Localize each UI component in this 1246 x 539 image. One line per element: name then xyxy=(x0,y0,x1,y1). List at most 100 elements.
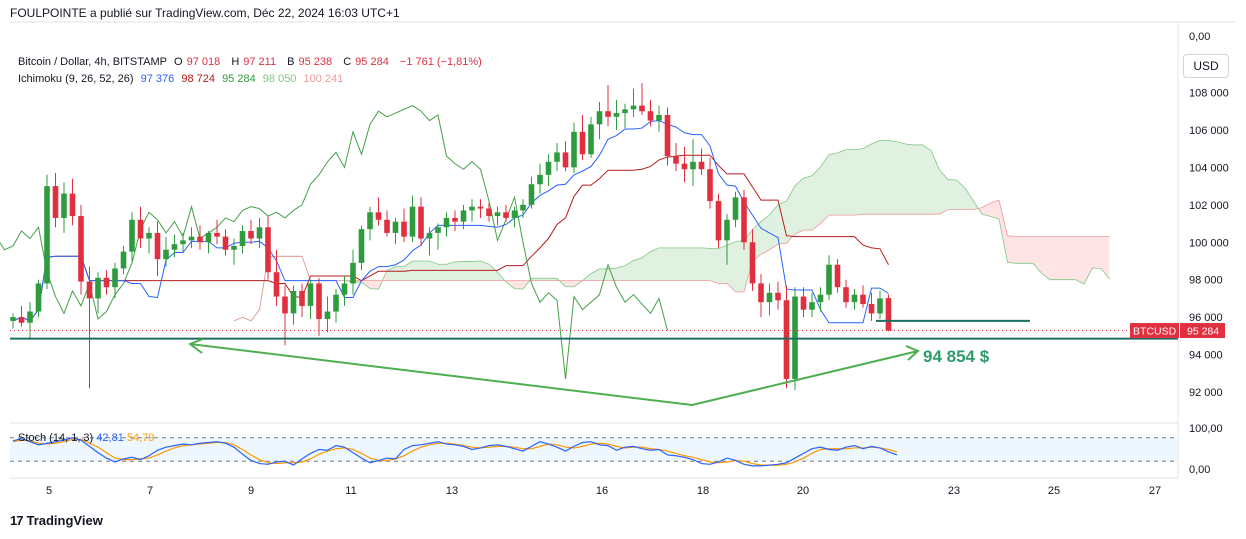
time-tick-label: 16 xyxy=(596,485,608,497)
price-axis[interactable]: 108 000 106 000 104 000 102 000 100 000 98 00… xyxy=(1189,88,1229,400)
currency-button[interactable]: USD xyxy=(1183,54,1229,78)
tradingview-logo-icon: 17 xyxy=(10,513,24,528)
stoch-axis-top: 100,00 xyxy=(1189,423,1223,435)
kijun-value: 98 724 xyxy=(181,73,215,85)
cloud-segment xyxy=(931,150,940,215)
stoch-legend: Stoch (14, 1, 3) 42,81 54,79 xyxy=(18,432,154,444)
cloud-segment xyxy=(565,280,574,287)
candle-body xyxy=(724,219,730,241)
cloud-segment xyxy=(854,148,863,216)
tenkan-value: 97 376 xyxy=(140,73,175,85)
cloud-segment xyxy=(812,166,821,231)
time-tick-label: 7 xyxy=(147,485,153,497)
cloud-segment xyxy=(1067,236,1076,280)
cloud-segment xyxy=(1041,236,1050,280)
candle-body xyxy=(358,229,365,263)
candle-body xyxy=(707,169,713,202)
cloud-segment xyxy=(939,169,948,215)
ichimoku-label[interactable]: Ichimoku (9, 26, 52, 26) xyxy=(18,73,134,85)
symbol-label[interactable]: Bitcoin / Dollar, 4h, BITSTAMP xyxy=(18,56,167,68)
candle-body xyxy=(673,156,679,164)
price-tick-label: 92 000 xyxy=(1189,387,1223,399)
candle-body xyxy=(520,204,526,211)
candle-body xyxy=(163,249,169,260)
candle-body xyxy=(103,277,110,288)
cloud-segment xyxy=(701,247,710,281)
cloud-segment xyxy=(446,261,455,281)
open-value: 97 018 xyxy=(186,56,221,68)
candle-body xyxy=(851,294,858,303)
cloud-segment xyxy=(718,245,727,284)
high-value: 97 211 xyxy=(243,56,277,68)
cloud-segment xyxy=(608,268,617,281)
senkou-a-value: 98 050 xyxy=(262,73,297,85)
candle-body xyxy=(120,251,127,269)
cloud-segment xyxy=(463,261,472,281)
cloud-segment xyxy=(387,266,396,281)
candle-body xyxy=(545,161,552,175)
candle-body xyxy=(511,210,518,218)
cloud-segment xyxy=(1084,236,1093,284)
price-tick-label: 94 000 xyxy=(1189,350,1223,362)
candle-body xyxy=(783,300,790,379)
arrow-annotation[interactable] xyxy=(187,338,920,407)
cloud-segment xyxy=(514,280,523,290)
candle-body xyxy=(571,131,577,168)
candle-body xyxy=(197,236,203,243)
time-axis[interactable]: 5 7 9 11 13 16 18 20 23 25 27 xyxy=(46,485,1161,497)
candle-body xyxy=(384,219,390,233)
candle-body xyxy=(282,296,288,314)
candle-body xyxy=(596,111,603,125)
candle-body xyxy=(579,131,586,155)
cloud-segment xyxy=(642,251,651,281)
cloud-segment xyxy=(735,240,744,292)
candle-body xyxy=(690,161,696,170)
candle-body xyxy=(817,294,824,303)
time-tick-label: 5 xyxy=(46,485,52,497)
candle-body xyxy=(664,114,671,157)
candle-body xyxy=(681,163,688,170)
kijun-sen xyxy=(12,154,889,322)
senkou-b-value: 100 241 xyxy=(303,73,344,85)
publish-header: FOULPOINTE a publié sur TradingView.com,… xyxy=(10,6,400,20)
change-value: −1 761 (−1,81%) xyxy=(399,56,482,68)
cloud-segment xyxy=(633,257,642,281)
cloud-segment xyxy=(880,140,889,215)
candle-body xyxy=(112,268,118,288)
cloud-segment xyxy=(1050,236,1059,280)
tradingview-brand[interactable]: 17 TradingView xyxy=(10,513,103,528)
cloud-segment xyxy=(948,179,957,210)
price-tick-label: 106 000 xyxy=(1189,125,1229,137)
candle-body xyxy=(95,277,101,299)
cloud-segment xyxy=(922,144,931,215)
candle-body xyxy=(27,311,33,323)
candle-body xyxy=(605,111,611,117)
cloud-segment xyxy=(650,247,659,281)
candle-body xyxy=(758,283,764,303)
candle-body xyxy=(647,111,654,121)
time-tick-label: 27 xyxy=(1149,485,1161,497)
candle-body xyxy=(188,236,195,241)
stoch-k-line xyxy=(12,437,898,467)
candle-body xyxy=(256,227,263,239)
cloud-segment xyxy=(693,247,702,281)
cloud-segment xyxy=(990,200,999,219)
candle-body xyxy=(477,206,484,209)
candle-body xyxy=(409,206,416,237)
cloud-segment xyxy=(616,265,625,281)
candle-body xyxy=(639,105,645,112)
candle-body xyxy=(44,186,50,284)
candle-body xyxy=(503,212,509,218)
candle-body xyxy=(843,287,849,303)
stoch-label[interactable]: Stoch (14, 1, 3) xyxy=(18,432,94,444)
candle-body xyxy=(154,232,161,260)
candle-body xyxy=(299,290,305,306)
candle-body xyxy=(868,304,875,314)
candle-body xyxy=(239,231,246,247)
cloud-segment xyxy=(1024,236,1033,264)
cloud-segment xyxy=(846,149,855,216)
candle-body xyxy=(316,283,322,320)
cloud-segment xyxy=(837,149,846,216)
cloud-segment xyxy=(1007,235,1016,264)
